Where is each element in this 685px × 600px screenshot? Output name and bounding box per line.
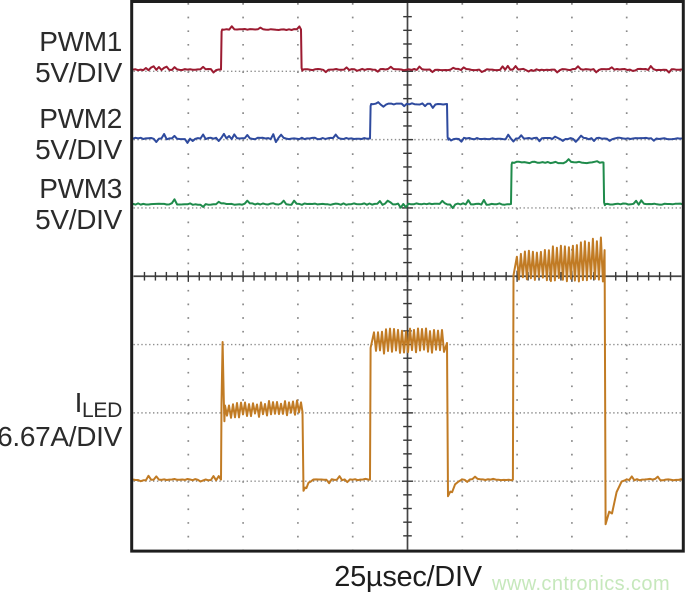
watermark: www.cntronics.com <box>492 573 670 595</box>
graticule-border <box>130 0 685 553</box>
channel-name-pwm1: PWM1 <box>39 26 122 57</box>
trace-pwm3 <box>132 158 683 210</box>
channel-name-pwm3: PWM3 <box>39 173 122 204</box>
axis-ticks <box>143 15 672 537</box>
trace-iled <box>132 236 683 526</box>
channel-label-pwm2: PWM2 5V/DIV <box>35 103 122 165</box>
channel-label-iled: ILED 6.67A/DIV <box>0 387 122 452</box>
trace-pwm1 <box>132 25 683 74</box>
channel-name-iled-subscript: LED <box>82 399 122 422</box>
channel-scale-pwm1: 5V/DIV <box>35 57 122 88</box>
trace-pwm2 <box>132 101 683 144</box>
channel-name-iled: ILED <box>74 387 123 422</box>
channel-scale-iled: 6.67A/DIV <box>0 421 122 452</box>
channel-scale-pwm2: 5V/DIV <box>35 134 122 165</box>
channel-label-pwm1: PWM1 5V/DIV <box>35 26 122 88</box>
channel-name-pwm2: PWM2 <box>39 103 122 134</box>
channel-scale-pwm3: 5V/DIV <box>35 204 122 235</box>
timebase-label: 25µsec/DIV <box>334 561 482 593</box>
channel-label-pwm3: PWM3 5V/DIV <box>35 173 122 235</box>
